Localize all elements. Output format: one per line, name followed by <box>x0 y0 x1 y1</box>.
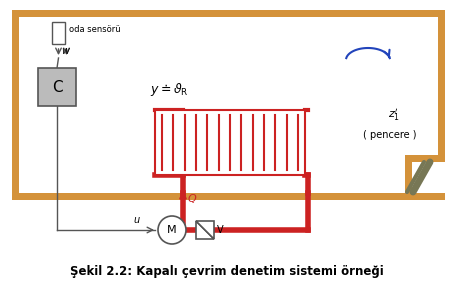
Bar <box>155 110 305 175</box>
Polygon shape <box>196 221 214 239</box>
Text: ( pencere ): ( pencere ) <box>363 130 417 140</box>
Bar <box>405 155 445 162</box>
Text: u: u <box>134 215 140 225</box>
Text: $y \doteq \vartheta_{\rm R}$: $y \doteq \vartheta_{\rm R}$ <box>150 81 189 98</box>
Bar <box>52 22 65 44</box>
Bar <box>12 10 19 200</box>
Text: V: V <box>217 225 223 235</box>
Text: $z_1'$: $z_1'$ <box>388 107 400 123</box>
Bar <box>12 10 445 17</box>
Text: M: M <box>167 225 177 235</box>
Bar <box>405 155 412 200</box>
Bar <box>19 17 438 193</box>
Text: Şekil 2.2: Kapalı çevrim denetim sistemi örneği: Şekil 2.2: Kapalı çevrim denetim sistemi… <box>70 265 384 278</box>
Text: C: C <box>52 80 62 95</box>
Bar <box>438 10 445 155</box>
Polygon shape <box>196 221 214 239</box>
Bar <box>38 68 76 106</box>
Text: Q: Q <box>188 194 197 204</box>
Text: w: w <box>61 46 70 56</box>
Circle shape <box>158 216 186 244</box>
Bar <box>12 193 445 200</box>
Text: oda sensörü: oda sensörü <box>69 25 121 34</box>
Bar <box>438 193 445 200</box>
